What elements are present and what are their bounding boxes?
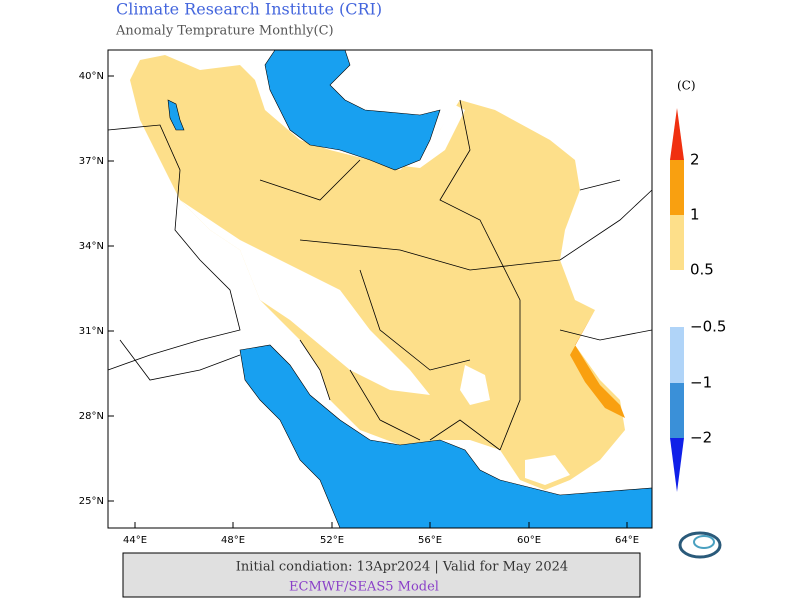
subtitle: Anomaly Temprature Monthly(C) xyxy=(115,24,334,39)
title: Climate Research Institute (CRI) xyxy=(116,0,382,19)
lon-label: 64°E xyxy=(615,535,639,546)
neutral-area xyxy=(180,200,430,395)
color-swatch xyxy=(670,160,684,215)
color-swatch xyxy=(670,383,684,438)
lon-label: 52°E xyxy=(320,535,344,546)
neutral-area xyxy=(395,105,465,168)
footer-model: ECMWF/SEAS5 Model xyxy=(289,580,439,595)
lon-label: 48°E xyxy=(221,535,245,546)
colorbar-label: −1 xyxy=(690,374,712,392)
lon-label: 56°E xyxy=(418,535,442,546)
logo xyxy=(678,531,722,559)
lon-label: 44°E xyxy=(123,535,147,546)
caspian-sea xyxy=(264,49,441,171)
colorbar-unit: (C) xyxy=(677,79,696,93)
colorbar-label: −0.5 xyxy=(690,318,726,336)
lat-label: 40°N xyxy=(79,71,104,82)
neutral-area xyxy=(525,455,570,485)
colorbar: (C) 2 1 0.5 −0.5 −1 −2 xyxy=(670,79,726,492)
color-swatch xyxy=(670,108,684,160)
map-frame xyxy=(107,49,653,529)
anomaly-0.5-1 xyxy=(130,55,625,490)
lon-label: 60°E xyxy=(517,535,541,546)
lat-label: 37°N xyxy=(79,156,104,167)
colorbar-label: 1 xyxy=(690,206,700,224)
map: 40°N 37°N 34°N 31°N 28°N 25°N 44°E 48°E … xyxy=(79,49,653,546)
lat-label: 28°N xyxy=(79,411,104,422)
anomaly-1-2 xyxy=(570,310,625,418)
footer-box xyxy=(122,552,641,598)
neutral-area xyxy=(460,365,490,405)
color-swatch xyxy=(670,215,684,270)
borders xyxy=(107,99,653,451)
lat-label: 25°N xyxy=(79,496,104,507)
ticks xyxy=(108,75,628,528)
colorbar-label: 0.5 xyxy=(690,261,714,279)
color-swatch xyxy=(670,438,684,492)
persian-gulf xyxy=(239,344,653,529)
lat-label: 34°N xyxy=(79,241,104,252)
color-swatch xyxy=(670,327,684,383)
colorbar-label: 2 xyxy=(690,151,700,169)
colorbar-label: −2 xyxy=(690,429,712,447)
lake-urmia xyxy=(167,99,185,131)
footer-line: Initial condiation: 13Apr2024 | Valid fo… xyxy=(236,560,568,575)
lat-label: 31°N xyxy=(79,326,104,337)
footer: Initial condiation: 13Apr2024 | Valid fo… xyxy=(122,552,641,598)
